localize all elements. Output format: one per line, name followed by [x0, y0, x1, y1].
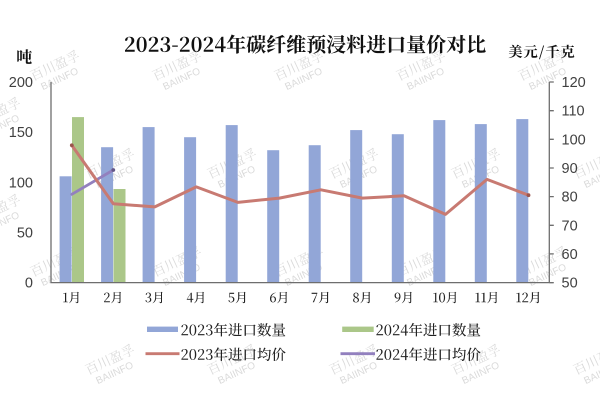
svg-text:90: 90	[562, 161, 578, 177]
svg-text:80: 80	[562, 190, 578, 206]
svg-text:200: 200	[9, 75, 33, 91]
svg-text:100: 100	[562, 132, 586, 148]
svg-text:50: 50	[17, 226, 33, 242]
svg-text:150: 150	[9, 125, 33, 141]
svg-text:110: 110	[562, 104, 585, 120]
svg-text:0: 0	[25, 276, 33, 292]
svg-text:60: 60	[562, 247, 578, 263]
svg-text:50: 50	[562, 276, 578, 292]
svg-text:120: 120	[562, 75, 586, 91]
svg-text:100: 100	[9, 175, 33, 191]
svg-text:70: 70	[562, 218, 578, 234]
